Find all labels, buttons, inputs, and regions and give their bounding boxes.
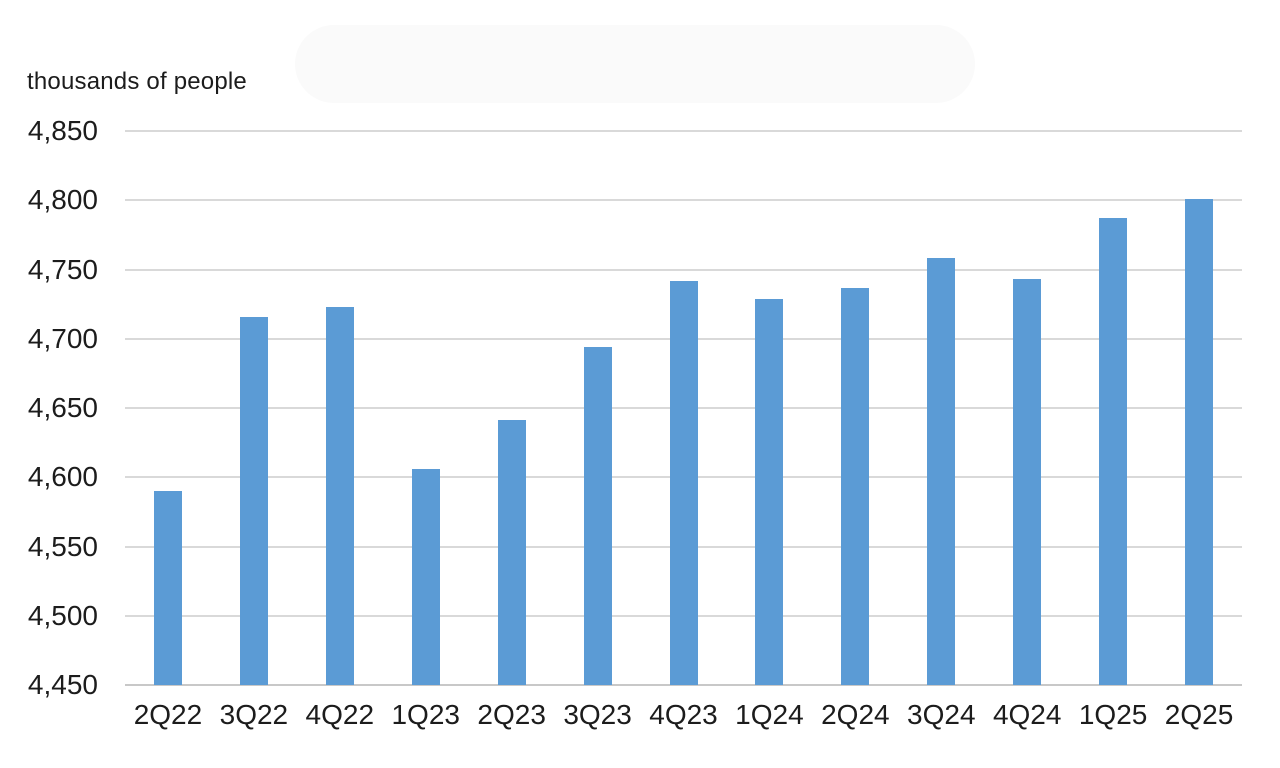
x-axis-tick-label: 2Q24 [821,699,890,730]
y-axis-tick-label: 4,600 [27,461,98,493]
bar-1Q24 [755,298,784,685]
y-axis-tick-label: 4,450 [27,669,98,700]
gridline [125,268,1242,271]
x-axis-tick-label: 2Q22 [133,699,203,730]
x-axis-tick-label: 2Q23 [477,699,546,730]
x-axis-tick-label: 4Q24 [992,699,1062,730]
bar-3Q24 [927,258,956,685]
x-axis-tick-label: 3Q22 [219,699,289,730]
x-axis-tick-label: 1Q24 [735,699,804,730]
x-axis-tick-label: 3Q23 [563,699,632,730]
gridline [125,199,1242,202]
x-axis-tick-label: 3Q24 [907,699,976,730]
bar-4Q24 [1013,279,1042,685]
y-axis-tick-label: 4,700 [27,322,98,354]
bar-4Q22 [325,306,354,685]
y-axis-tick-label: 4,750 [27,253,98,285]
x-axis-tick-label: 1Q23 [391,699,460,730]
redacted-title-area [295,25,975,103]
y-axis-tick-label: 4,650 [27,392,98,423]
y-axis-tick-label: 4,500 [27,599,98,631]
bar-2Q23 [497,420,526,685]
y-axis-title: thousands of people [27,68,247,95]
bar-1Q25 [1099,218,1128,685]
bar-4Q23 [669,280,698,685]
x-axis-tick-label: 1Q25 [1078,699,1148,730]
bar-3Q22 [239,316,268,685]
gridline [125,130,1242,132]
bar-3Q23 [583,347,612,685]
bar-2Q25 [1185,198,1214,685]
bar-1Q23 [411,468,440,685]
x-axis-tick-label: 4Q22 [305,699,375,730]
bar-2Q24 [841,287,870,685]
bar-2Q22 [153,491,182,685]
y-axis-tick-label: 4,800 [27,184,98,216]
y-axis-tick-label: 4,850 [27,115,98,146]
y-axis-tick-label: 4,550 [27,530,98,562]
x-axis-line [125,684,1242,686]
x-axis-tick-label: 4Q23 [649,699,718,730]
x-axis-tick-label: 2Q25 [1164,699,1234,730]
